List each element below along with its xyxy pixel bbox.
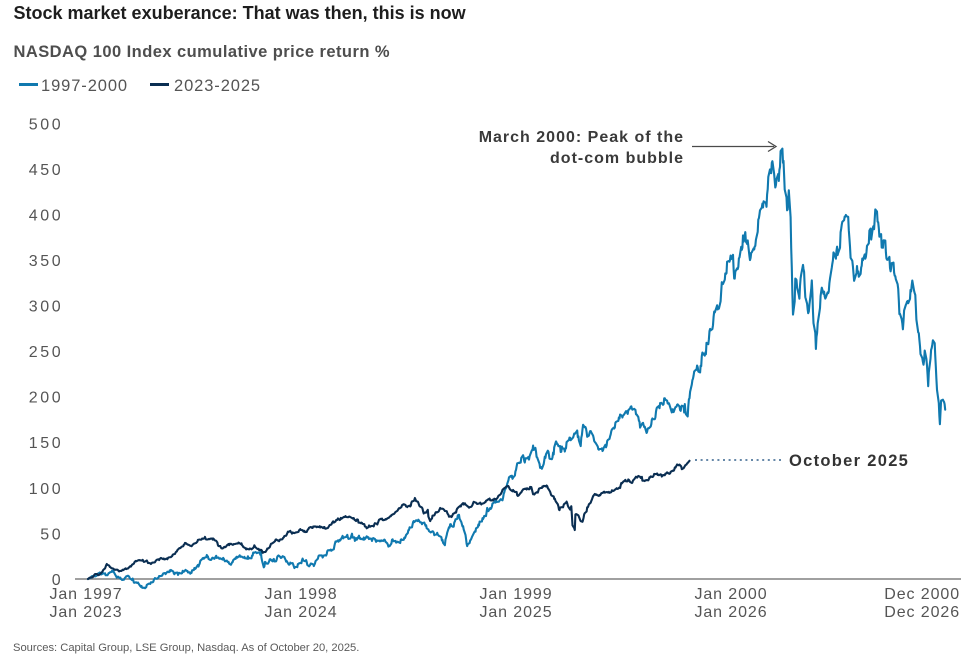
svg-text:Jan 2024: Jan 2024 bbox=[264, 604, 337, 621]
svg-text:Jan 1999: Jan 1999 bbox=[479, 586, 552, 603]
svg-text:50: 50 bbox=[40, 526, 63, 543]
svg-text:Dec 2026: Dec 2026 bbox=[884, 604, 960, 621]
svg-text:October 2025: October 2025 bbox=[789, 452, 909, 470]
svg-text:200: 200 bbox=[29, 390, 64, 407]
svg-text:500: 500 bbox=[29, 117, 64, 134]
svg-text:dot-com bubble: dot-com bubble bbox=[550, 150, 684, 167]
svg-text:Jan 2025: Jan 2025 bbox=[479, 604, 552, 621]
svg-text:Sources: Capital Group, LSE Gr: Sources: Capital Group, LSE Group, Nasda… bbox=[13, 642, 359, 654]
svg-text:Jan 1997: Jan 1997 bbox=[49, 586, 122, 603]
svg-text:Jan 2023: Jan 2023 bbox=[49, 604, 122, 621]
svg-text:Jan 2026: Jan 2026 bbox=[694, 604, 767, 621]
svg-text:2023-2025: 2023-2025 bbox=[174, 77, 261, 95]
svg-text:300: 300 bbox=[29, 299, 64, 316]
svg-text:0: 0 bbox=[52, 572, 64, 589]
svg-text:Jan 1998: Jan 1998 bbox=[264, 586, 337, 603]
svg-text:350: 350 bbox=[29, 253, 64, 270]
svg-text:100: 100 bbox=[29, 481, 64, 498]
svg-text:Jan 2000: Jan 2000 bbox=[694, 586, 767, 603]
svg-text:150: 150 bbox=[29, 435, 64, 452]
svg-text:March 2000: Peak of the: March 2000: Peak of the bbox=[479, 129, 684, 146]
svg-text:450: 450 bbox=[29, 162, 64, 179]
svg-text:NASDAQ 100 Index cumulative pr: NASDAQ 100 Index cumulative price return… bbox=[14, 43, 391, 61]
svg-text:1997-2000: 1997-2000 bbox=[41, 77, 128, 95]
svg-text:Dec 2000: Dec 2000 bbox=[884, 586, 960, 603]
svg-text:Stock market exuberance: That: Stock market exuberance: That was then, … bbox=[14, 3, 467, 23]
svg-text:250: 250 bbox=[29, 344, 64, 361]
svg-text:400: 400 bbox=[29, 208, 64, 225]
